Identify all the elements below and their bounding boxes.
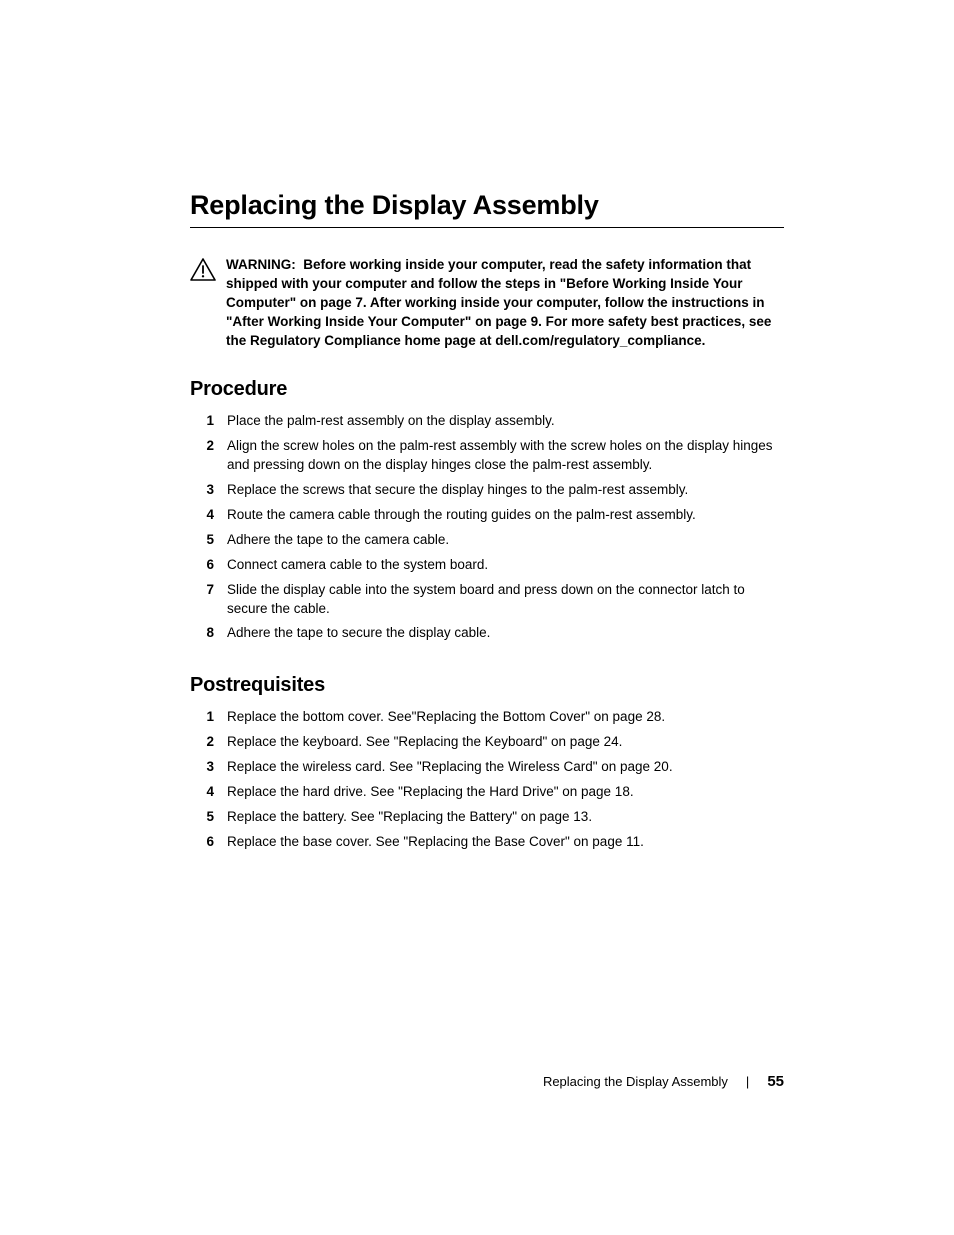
procedure-list: 1Place the palm-rest assembly on the dis… — [190, 409, 784, 646]
list-item: 1Replace the bottom cover. See"Replacing… — [190, 705, 784, 730]
list-item: 6Connect camera cable to the system boar… — [190, 553, 784, 578]
list-item: 3Replace the screws that secure the disp… — [190, 478, 784, 503]
list-item: 4Replace the hard drive. See "Replacing … — [190, 780, 784, 805]
list-item: 2Align the screw holes on the palm-rest … — [190, 434, 784, 478]
list-item: 1Place the palm-rest assembly on the dis… — [190, 409, 784, 434]
title-rule — [190, 227, 784, 228]
postrequisites-list: 1Replace the bottom cover. See"Replacing… — [190, 705, 784, 854]
list-item: 8Adhere the tape to secure the display c… — [190, 621, 784, 646]
list-item: 4Route the camera cable through the rout… — [190, 503, 784, 528]
list-item: 5Replace the battery. See "Replacing the… — [190, 805, 784, 830]
procedure-title: Procedure — [190, 378, 784, 401]
warning-triangle-icon — [190, 258, 216, 282]
list-item: 5Adhere the tape to the camera cable. — [190, 528, 784, 553]
footer-title: Replacing the Display Assembly — [543, 1074, 728, 1089]
footer-page-number: 55 — [767, 1073, 784, 1090]
list-item: 7Slide the display cable into the system… — [190, 578, 784, 622]
warning-block: WARNING: Before working inside your comp… — [190, 256, 784, 350]
footer-separator: | — [746, 1074, 749, 1089]
list-item: 2Replace the keyboard. See "Replacing th… — [190, 730, 784, 755]
postrequisites-title: Postrequisites — [190, 674, 784, 697]
warning-text: WARNING: Before working inside your comp… — [226, 256, 784, 350]
page-title: Replacing the Display Assembly — [190, 190, 784, 221]
list-item: 3Replace the wireless card. See "Replaci… — [190, 755, 784, 780]
page: Replacing the Display Assembly WARNING: … — [0, 0, 954, 1235]
warning-label: WARNING: — [226, 257, 296, 272]
page-footer: Replacing the Display Assembly | 55 — [543, 1073, 784, 1090]
warning-body: Before working inside your computer, rea… — [226, 257, 771, 348]
list-item: 6Replace the base cover. See "Replacing … — [190, 830, 784, 855]
